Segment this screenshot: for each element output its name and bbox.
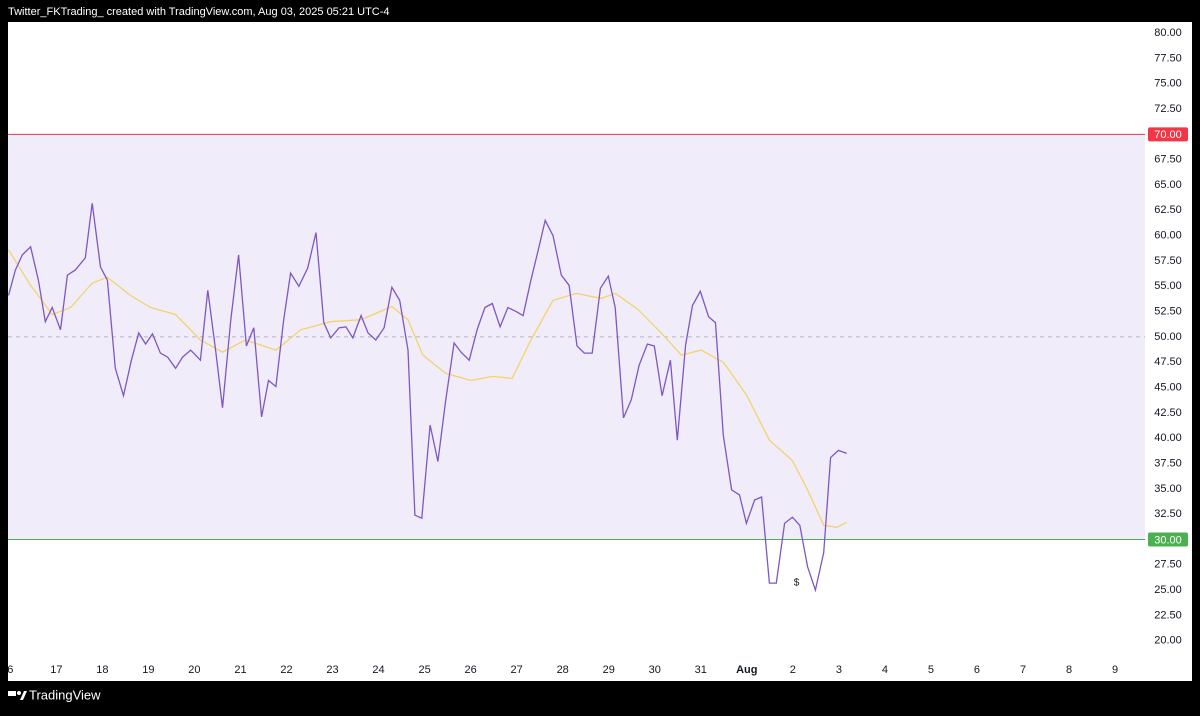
x-tick-label: 8 [1066, 664, 1072, 676]
level-label-box [1148, 532, 1188, 547]
y-tick-label: 47.50 [1154, 356, 1182, 368]
x-tick-label: 23 [326, 664, 338, 676]
x-tick-label: 7 [1020, 664, 1026, 676]
x-tick-label: 17 [50, 664, 62, 676]
y-tick-label: 52.50 [1154, 305, 1182, 317]
x-tick-label: 31 [695, 664, 707, 676]
y-tick-label: 77.50 [1154, 52, 1182, 64]
x-tick-label: 30 [649, 664, 661, 676]
annotation: $ [794, 578, 800, 589]
x-tick-label: 26 [465, 664, 477, 676]
x-tick-label: 22 [280, 664, 292, 676]
level-label: 70.00 [1154, 129, 1182, 141]
x-tick-label: 28 [557, 664, 569, 676]
y-tick-label: 42.50 [1154, 407, 1182, 419]
x-tick-label: 6 [974, 664, 980, 676]
series-line [7, 203, 847, 593]
y-tick-label: 67.50 [1154, 154, 1182, 166]
y-tick-label: 27.50 [1154, 559, 1182, 571]
x-tick-label: 6 [7, 664, 13, 676]
x-tick-label: Aug [736, 664, 757, 676]
x-tick-label: 5 [928, 664, 934, 676]
y-tick-label: 72.50 [1154, 103, 1182, 115]
y-tick-label: 32.50 [1154, 508, 1182, 520]
y-tick-label: 50.00 [1154, 331, 1182, 343]
x-tick-label: 25 [418, 664, 430, 676]
header-text: Twitter_FKTrading_ created with TradingV… [8, 6, 390, 18]
y-tick-label: 57.50 [1154, 255, 1182, 267]
y-tick-label: 35.00 [1154, 483, 1182, 495]
x-tick-label: 20 [188, 664, 200, 676]
level-label-box [1148, 127, 1188, 142]
y-tick-label: 20.00 [1154, 635, 1182, 647]
y-tick-label: 75.00 [1154, 78, 1182, 90]
y-tick-label: 62.50 [1154, 204, 1182, 216]
x-tick-label: 27 [511, 664, 523, 676]
y-tick-label: 60.00 [1154, 230, 1182, 242]
series-line [7, 249, 847, 528]
y-tick-label: 22.50 [1154, 609, 1182, 621]
y-tick-label: 55.00 [1154, 280, 1182, 292]
y-tick-label: 65.00 [1154, 179, 1182, 191]
x-tick-label: 4 [882, 664, 888, 676]
y-tick-label: 40.00 [1154, 432, 1182, 444]
x-tick-label: 19 [142, 664, 154, 676]
footer-logo: TradingView [29, 687, 101, 702]
x-tick-label: 3 [836, 664, 842, 676]
x-tick-label: 2 [790, 664, 796, 676]
level-label: 30.00 [1154, 534, 1182, 546]
y-tick-label: 80.00 [1154, 27, 1182, 39]
logo-icon [8, 691, 27, 700]
y-tick-label: 37.50 [1154, 457, 1182, 469]
x-tick-label: 24 [372, 664, 384, 676]
x-tick-label: 21 [234, 664, 246, 676]
x-tick-label: 29 [603, 664, 615, 676]
y-tick-label: 25.00 [1154, 584, 1182, 596]
x-tick-label: 18 [96, 664, 108, 676]
x-tick-label: 9 [1112, 664, 1118, 676]
y-tick-label: 45.00 [1154, 381, 1182, 393]
